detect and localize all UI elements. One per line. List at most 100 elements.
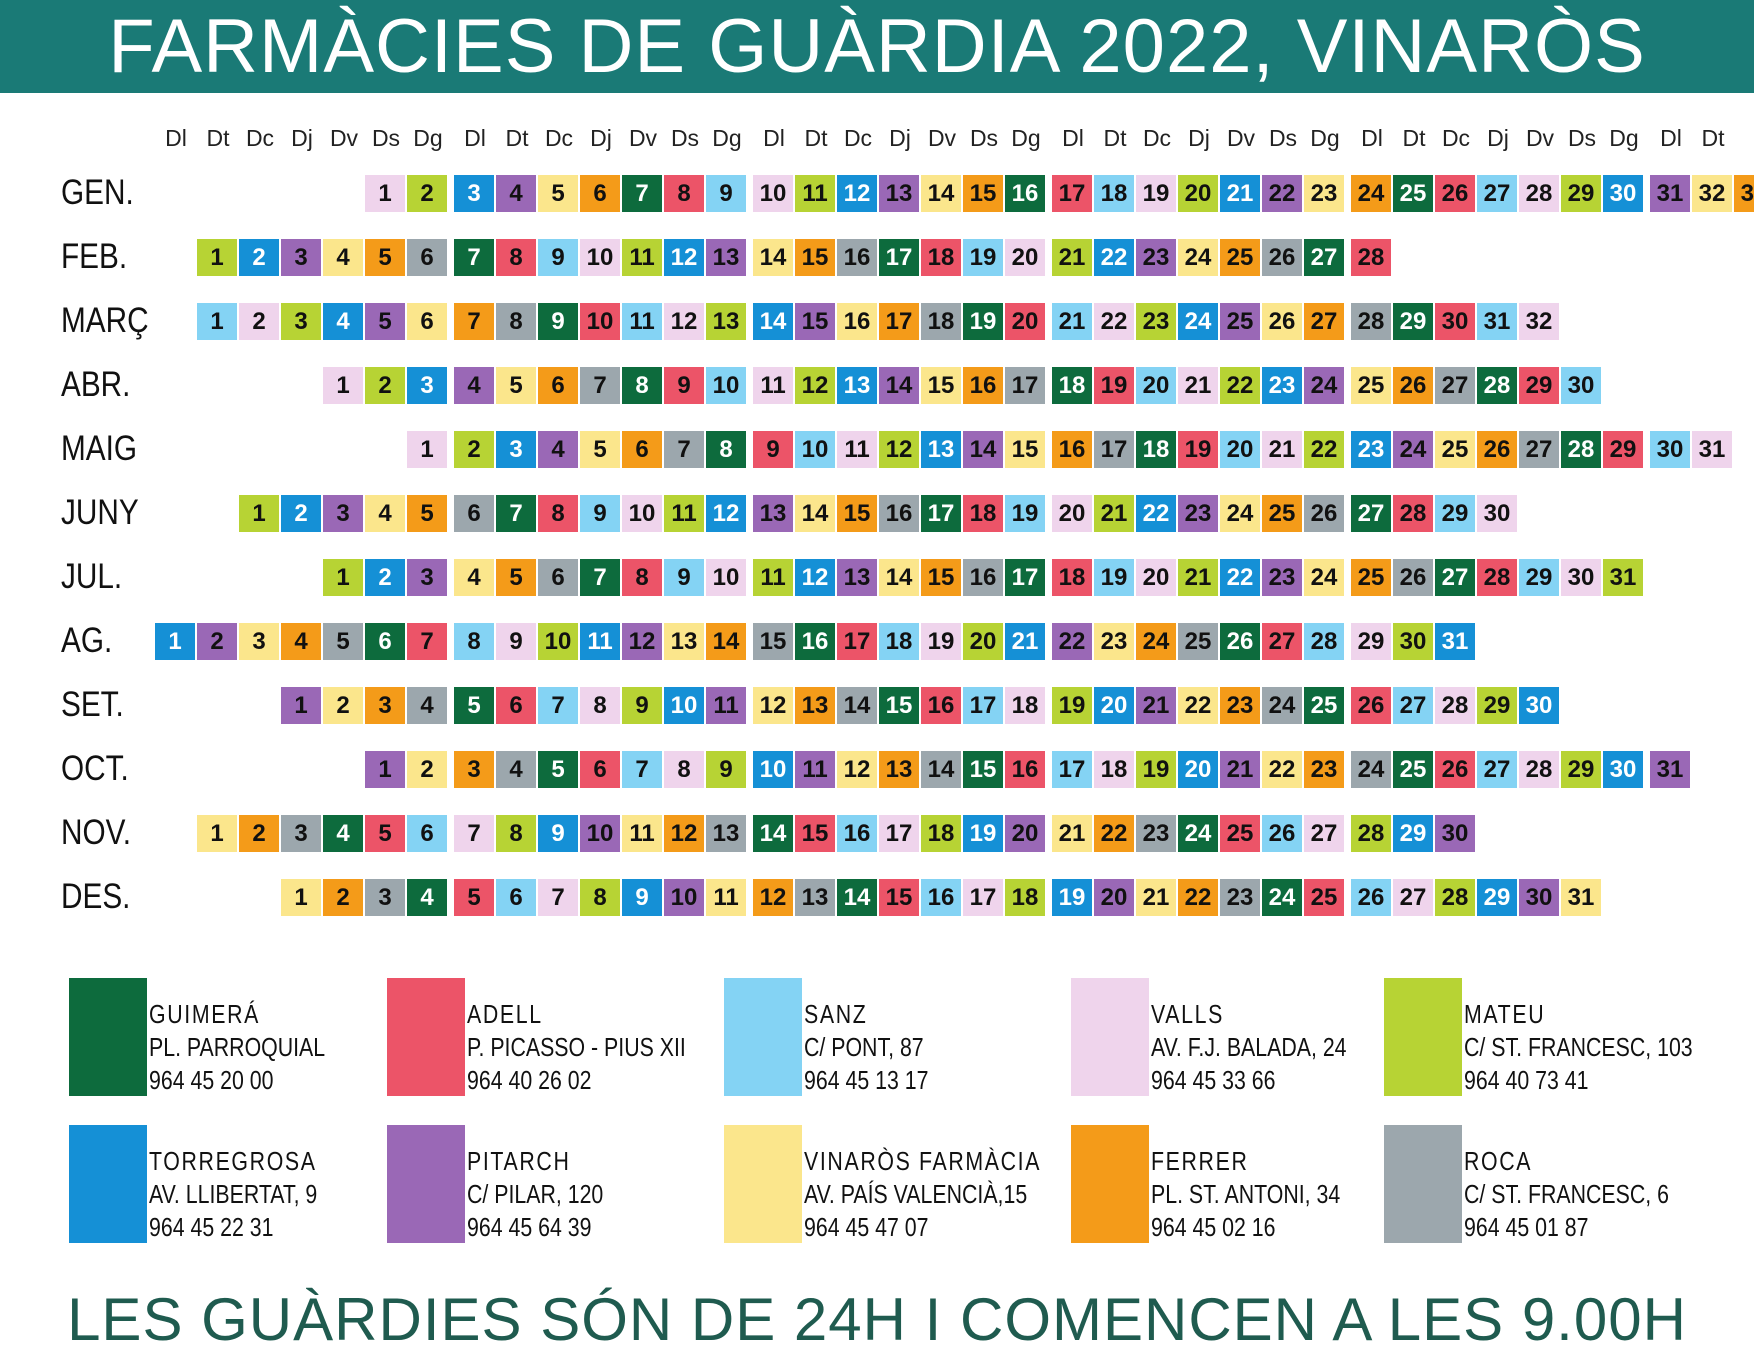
day-cell: 10 xyxy=(622,495,662,532)
day-cell: 23 xyxy=(1220,879,1260,916)
day-cell: 25 xyxy=(1351,559,1391,596)
day-cell: 2 xyxy=(365,367,405,404)
day-cell: 9 xyxy=(580,495,620,532)
day-cell: 18 xyxy=(1052,559,1092,596)
day-cell: 22 xyxy=(1178,879,1218,916)
day-cell: 20 xyxy=(963,623,1003,660)
day-cell: 29 xyxy=(1519,367,1559,404)
day-cell: 19 xyxy=(1094,367,1134,404)
weekday-header: Ds xyxy=(1567,125,1597,151)
day-cell: 1 xyxy=(365,751,405,788)
day-cell: 12 xyxy=(795,559,835,596)
month-label: ABR. xyxy=(61,365,131,404)
day-cell: 22 xyxy=(1304,431,1344,468)
day-cell: 17 xyxy=(921,495,961,532)
day-cell: 12 xyxy=(795,367,835,404)
day-cell: 30 xyxy=(1435,303,1475,340)
day-cell: 1 xyxy=(239,495,279,532)
day-cell: 11 xyxy=(837,431,877,468)
day-cell: 16 xyxy=(1005,751,1045,788)
day-cell: 3 xyxy=(323,495,363,532)
day-cell: 26 xyxy=(1262,815,1302,852)
weekday-header: Dg xyxy=(413,125,443,151)
day-cell: 23 xyxy=(1094,623,1134,660)
legend-item: MATEU C/ ST. FRANCESC, 103 964 40 73 41 xyxy=(1384,978,1694,1100)
day-cell: 8 xyxy=(622,559,662,596)
legend-item: SANZ C/ PONT, 87 964 45 13 17 xyxy=(724,978,1034,1100)
day-cell: 22 xyxy=(1094,815,1134,852)
day-cell: 4 xyxy=(407,687,447,724)
day-cell: 2 xyxy=(239,815,279,852)
day-cell: 29 xyxy=(1477,879,1517,916)
day-cell: 22 xyxy=(1094,239,1134,276)
weekday-header: Dt xyxy=(206,125,230,151)
day-cell: 24 xyxy=(1178,303,1218,340)
day-cell: 20 xyxy=(1005,239,1045,276)
day-cell: 2 xyxy=(281,495,321,532)
day-cell: 31 xyxy=(1477,303,1517,340)
legend-phone: 964 45 01 87 xyxy=(1464,1212,1589,1242)
day-cell: 13 xyxy=(879,175,919,212)
weekday-header: Dc xyxy=(1441,125,1471,151)
day-cell: 11 xyxy=(622,239,662,276)
day-cell: 31 xyxy=(1435,623,1475,660)
legend-color-swatch xyxy=(69,1125,147,1243)
day-cell: 26 xyxy=(1220,623,1260,660)
day-cell: 24 xyxy=(1178,815,1218,852)
day-cell: 30 xyxy=(1519,687,1559,724)
day-cell: 18 xyxy=(1136,431,1176,468)
day-cell: 20 xyxy=(1052,495,1092,532)
day-cell: 2 xyxy=(239,303,279,340)
day-cell: 12 xyxy=(664,815,704,852)
day-cell: 9 xyxy=(538,815,578,852)
day-cell: 14 xyxy=(753,815,793,852)
day-cell: 8 xyxy=(664,751,704,788)
day-cell: 11 xyxy=(753,559,793,596)
day-cell: 8 xyxy=(706,431,746,468)
day-cell: 16 xyxy=(963,559,1003,596)
day-cell: 23 xyxy=(1136,815,1176,852)
legend-item: ADELL P. PICASSO - PIUS XII 964 40 26 02 xyxy=(387,978,697,1100)
day-cell: 9 xyxy=(538,303,578,340)
day-cell: 7 xyxy=(538,687,578,724)
day-cell: 14 xyxy=(837,879,877,916)
day-cell: 16 xyxy=(921,687,961,724)
day-cell: 16 xyxy=(921,879,961,916)
day-cell: 15 xyxy=(795,815,835,852)
day-cell: 6 xyxy=(538,367,578,404)
day-cell: 24 xyxy=(1220,495,1260,532)
weekday-header: Dj xyxy=(889,125,911,151)
day-cell: 3 xyxy=(281,815,321,852)
day-cell: 13 xyxy=(879,751,919,788)
day-cell: 27 xyxy=(1477,175,1517,212)
day-cell: 6 xyxy=(580,175,620,212)
month-label: SET. xyxy=(61,685,124,724)
day-cell: 21 xyxy=(1220,175,1260,212)
day-cell: 18 xyxy=(879,623,919,660)
day-cell: 27 xyxy=(1435,559,1475,596)
weekday-header: Dv xyxy=(1226,125,1256,151)
day-cell: 20 xyxy=(1005,303,1045,340)
calendar-grid: Dl Dt Dc Dj Dv Ds Dg Dl Dt Dc Dj Dv Ds Dg Dl Dt Dc Dj Dv Ds… xyxy=(61,125,1754,916)
day-cell: 23 xyxy=(1178,495,1218,532)
day-cell: 5 xyxy=(538,751,578,788)
legend-item: VINARÒS FARMÀCIA AV. PAÍS VALENCIÀ,15 964 … xyxy=(724,1125,1039,1247)
day-cell: 17 xyxy=(1052,751,1092,788)
weekday-header: Dl xyxy=(763,125,785,151)
day-cell: 14 xyxy=(921,751,961,788)
day-cell: 24 xyxy=(1351,751,1391,788)
day-cell: 15 xyxy=(879,687,919,724)
day-cell: 30 xyxy=(1435,815,1475,852)
month-label: NOV. xyxy=(61,813,132,852)
day-cell: 3 xyxy=(281,303,321,340)
day-cell: 24 xyxy=(1304,559,1344,596)
day-cell: 21 xyxy=(1136,879,1176,916)
day-cell: 18 xyxy=(1094,175,1134,212)
day-cell: 29 xyxy=(1435,495,1475,532)
day-cell: 5 xyxy=(365,239,405,276)
legend-address: C/ ST. FRANCESC, 6 xyxy=(1464,1179,1669,1209)
day-cell: 2 xyxy=(323,879,363,916)
day-cell: 3 xyxy=(281,239,321,276)
day-cell: 7 xyxy=(538,879,578,916)
legend-phone: 964 45 64 39 xyxy=(467,1212,592,1242)
